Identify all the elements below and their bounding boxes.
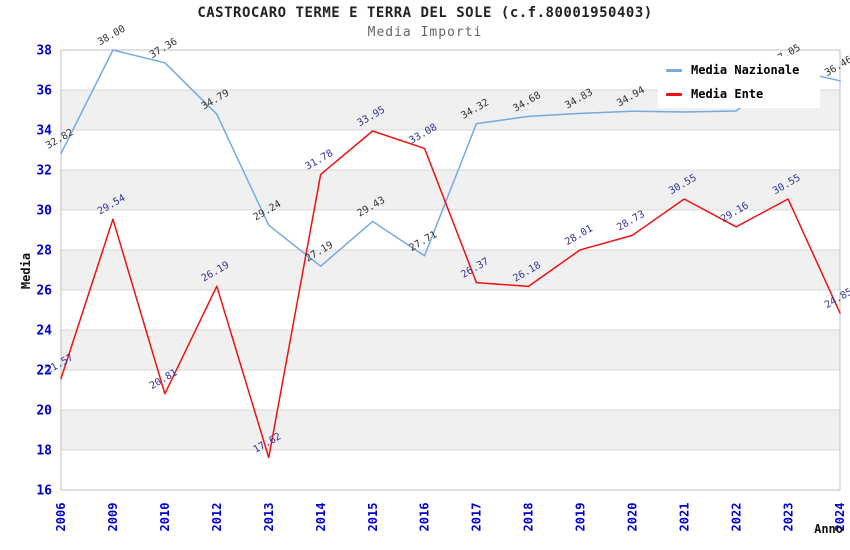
data-label: 28.73: [615, 209, 647, 234]
x-tick-label: 2019: [574, 503, 588, 532]
y-tick-label: 28: [36, 244, 52, 259]
x-axis-title: Anno: [814, 522, 843, 536]
x-tick-label: 2021: [677, 503, 691, 532]
y-tick-label: 16: [36, 484, 52, 499]
y-axis-title: Media: [19, 252, 33, 290]
x-tick-label: 2012: [210, 503, 224, 532]
y-tick-label: 34: [36, 124, 52, 139]
plot-border: [60, 49, 841, 491]
x-tick-label: 2014: [314, 503, 328, 532]
series-line-media-ente: [60, 130, 841, 459]
y-tick-label: 18: [36, 444, 52, 459]
data-label: 36.46: [823, 54, 850, 79]
data-label: 31.78: [304, 148, 336, 173]
x-tick-label: 2023: [781, 503, 795, 532]
y-tick-label: 32: [36, 164, 52, 179]
legend-item-media-nazionale: Media Nazionale: [666, 63, 820, 77]
y-tick-label: 30: [36, 204, 52, 219]
x-tick-label: 2010: [158, 503, 172, 532]
data-label: 28.01: [563, 223, 595, 248]
series-line-media-nazionale: [60, 49, 841, 267]
x-tick-label: 2016: [418, 503, 432, 532]
plot-band: [61, 330, 840, 370]
legend: Media Nazionale Media Ente: [658, 56, 820, 108]
y-tick-label: 36: [36, 84, 52, 99]
x-tick-label: 2018: [522, 503, 536, 532]
chart-title: CASTROCARO TERME E TERRA DEL SOLE (c.f.8…: [197, 5, 653, 21]
x-tick-label: 2022: [729, 503, 743, 532]
plot-band: [61, 410, 840, 450]
y-tick-label: 26: [36, 284, 52, 299]
y-tick-label: 22: [36, 364, 52, 379]
legend-swatch-blue-line-icon: [666, 68, 682, 72]
x-tick-label: 2015: [366, 503, 380, 532]
chart-subtitle: Media Importi: [367, 25, 483, 40]
y-tick-label: 20: [36, 404, 52, 419]
x-tick-label: 2009: [106, 503, 120, 532]
x-tick-label: 2013: [262, 503, 276, 532]
legend-label: Media Nazionale: [691, 63, 800, 77]
x-tick-label: 2006: [54, 503, 68, 532]
legend-item-media-ente: Media Ente: [666, 87, 820, 101]
x-tick-label: 2017: [470, 503, 484, 532]
legend-swatch-red-line-icon: [666, 92, 682, 96]
data-label: 37.36: [148, 36, 180, 61]
y-tick-label: 38: [36, 44, 52, 59]
legend-label: Media Ente: [691, 87, 764, 101]
y-tick-label: 24: [36, 324, 52, 339]
x-tick-label: 2020: [625, 503, 639, 532]
x-tick-label: 2024: [833, 503, 847, 532]
plot-band: [61, 250, 840, 290]
